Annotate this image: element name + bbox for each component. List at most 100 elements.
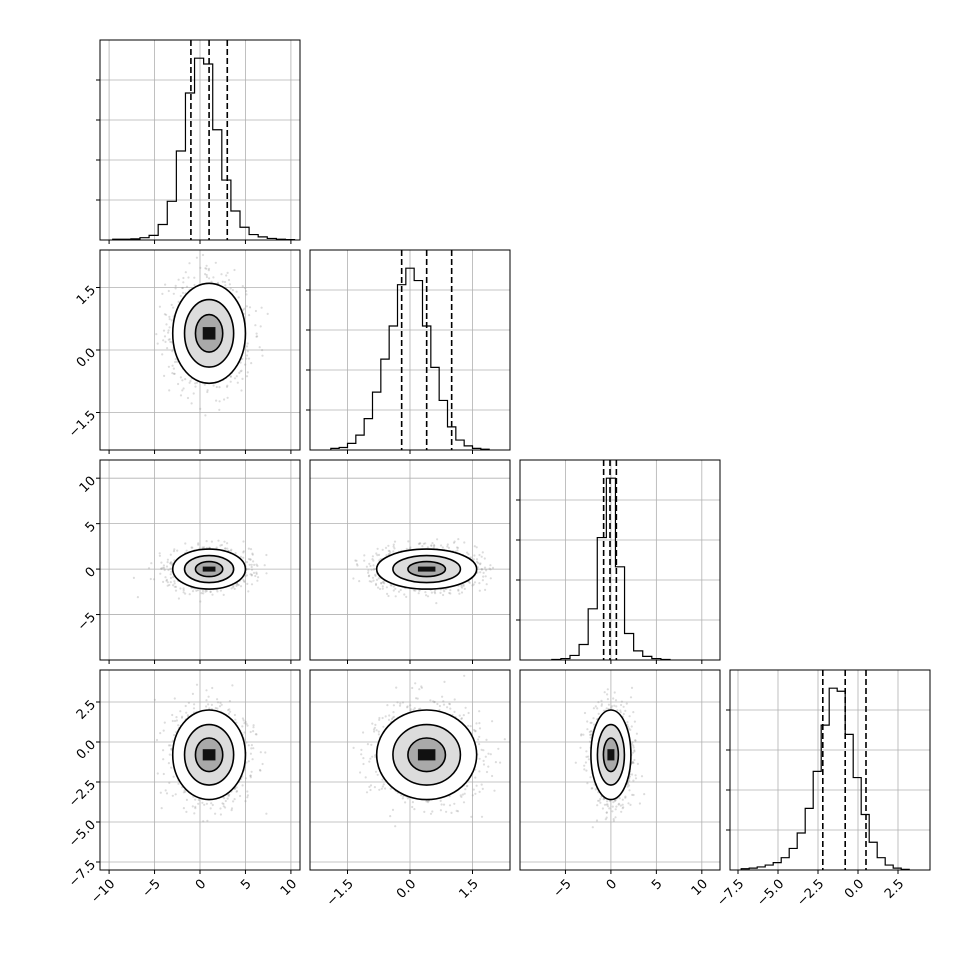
scatter-point <box>172 367 175 370</box>
scatter-point <box>171 364 174 367</box>
scatter-point <box>250 770 253 773</box>
scatter-point <box>188 381 191 384</box>
contour-line <box>194 313 224 353</box>
scatter-point <box>252 560 255 563</box>
scatter-point <box>184 704 187 708</box>
histogram-panel-1 <box>96 39 301 244</box>
scatter-point <box>174 284 177 287</box>
scatter-point <box>165 579 168 582</box>
scatter-point <box>223 540 226 543</box>
scatter-point <box>236 583 239 586</box>
panel-frame <box>519 459 721 661</box>
scatter-point <box>231 289 234 292</box>
scatter-point <box>163 566 166 570</box>
scatter-point <box>197 543 200 546</box>
scatter-point <box>397 590 401 593</box>
scatter-point <box>485 569 488 572</box>
scatter-panel-2-1: −1.50.01.5 <box>66 249 301 454</box>
scatter-point <box>435 602 438 605</box>
histogram-step-line <box>112 57 296 241</box>
scatter-point <box>255 335 258 338</box>
scatter-point <box>389 584 392 587</box>
scatter-point <box>153 698 156 701</box>
scatter-point <box>244 777 247 780</box>
scatter-point <box>175 716 178 719</box>
scatter-point <box>365 565 368 568</box>
scatter-point <box>168 583 171 587</box>
scatter-point <box>171 372 174 375</box>
scatter-point <box>386 592 389 596</box>
scatter-point <box>177 278 180 281</box>
scatter-point <box>245 357 248 360</box>
scatter-point <box>358 580 361 583</box>
scatter-point <box>431 542 434 545</box>
scatter-point <box>261 349 264 352</box>
scatter-point <box>218 400 221 403</box>
scatter-point <box>439 591 442 595</box>
scatter-point <box>199 407 202 410</box>
scatter-point <box>475 558 479 561</box>
scatter-point <box>239 794 242 798</box>
scatter-point <box>239 370 242 373</box>
scatter-point <box>169 340 172 343</box>
scatter-point <box>236 381 239 384</box>
scatter-point <box>249 558 252 561</box>
scatter-point <box>218 408 221 411</box>
scatter-point <box>394 587 397 590</box>
scatter-point <box>167 338 170 341</box>
scatter-point <box>370 580 373 583</box>
scatter-point <box>182 591 185 594</box>
scatter-point <box>245 722 248 726</box>
scatter-point <box>249 573 252 576</box>
scatter-point <box>215 385 218 389</box>
scatter-point <box>187 276 190 279</box>
scatter-point <box>394 595 397 598</box>
scatter-point <box>182 587 185 590</box>
scatter-point <box>162 339 165 342</box>
scatter-point <box>205 275 208 279</box>
scatter-point <box>229 375 232 378</box>
scatter-point <box>155 738 159 742</box>
scatter-point <box>230 587 233 590</box>
scatter-point <box>382 581 385 584</box>
scatter-point <box>244 363 247 366</box>
scatter-point <box>472 583 475 586</box>
y-tick-label: 5 <box>83 519 99 535</box>
scatter-point <box>209 590 212 593</box>
scatter-point <box>187 701 190 704</box>
scatter-point <box>255 572 258 576</box>
scatter-point <box>170 303 173 306</box>
scatter-point <box>249 548 253 551</box>
scatter-point <box>245 305 248 308</box>
scatter-point <box>179 294 182 298</box>
scatter-point <box>201 546 204 549</box>
scatter-point <box>247 557 250 561</box>
scatter-point <box>161 292 164 295</box>
scatter-point <box>372 579 375 582</box>
scatter-point <box>164 340 167 343</box>
scatter-point <box>491 566 495 570</box>
scatter-point <box>247 590 250 593</box>
scatter-point <box>356 564 359 567</box>
scatter-point <box>166 561 169 564</box>
scatter-point <box>473 581 477 584</box>
scatter-point <box>244 287 247 290</box>
scatter-point <box>407 540 410 543</box>
scatter-point <box>228 708 231 711</box>
scatter-point <box>207 269 210 272</box>
scatter-point <box>241 285 244 288</box>
scatter-point <box>181 389 184 392</box>
scatter-point <box>156 772 159 775</box>
scatter-point <box>160 561 163 564</box>
scatter-point <box>214 261 217 264</box>
scatter-point <box>172 306 175 309</box>
scatter-point <box>192 392 195 395</box>
scatter-point <box>186 396 190 400</box>
scatter-point <box>247 568 250 571</box>
scatter-point <box>182 387 185 390</box>
scatter-point <box>193 283 196 287</box>
scatter-point <box>220 273 223 276</box>
scatter-point <box>173 734 176 737</box>
scatter-point <box>223 547 227 550</box>
scatter-point <box>259 751 262 754</box>
